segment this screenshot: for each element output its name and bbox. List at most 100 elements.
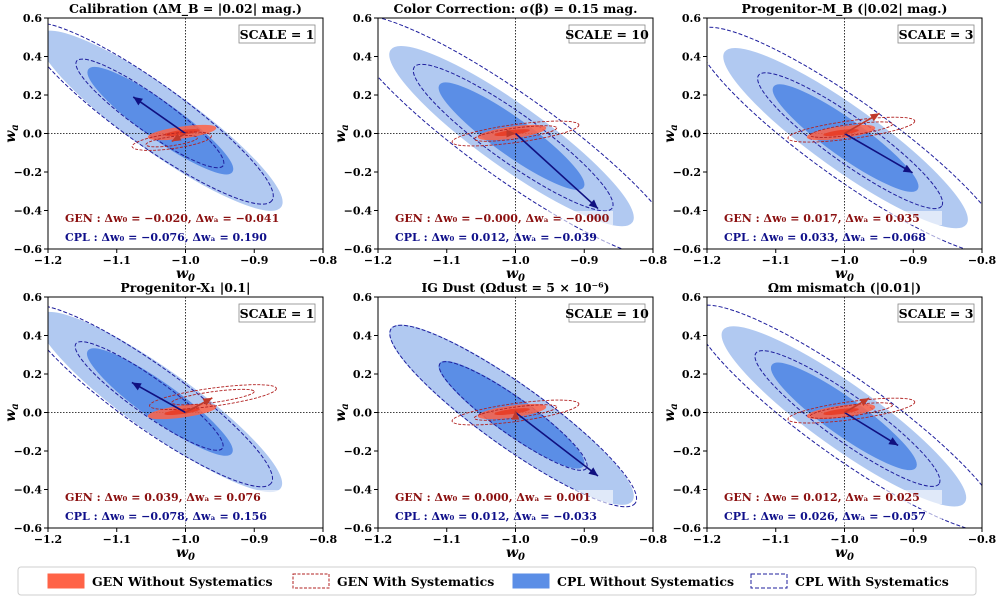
gen-shift-arrow-head (869, 113, 880, 122)
cpl-annotation-bg (63, 509, 283, 523)
x-tick-label: −1.0 (830, 533, 859, 546)
x-axis-label-sub: 0 (188, 552, 195, 563)
y-tick-label: 0.2 (682, 89, 701, 102)
gen-annotation-bg (393, 490, 613, 504)
gen-annotation-bg (63, 211, 283, 225)
y-tick-label: −0.4 (344, 205, 373, 218)
y-tick-label: −0.6 (673, 243, 702, 256)
y-tick-label: 0.0 (353, 128, 372, 141)
y-tick-label: −0.2 (14, 166, 42, 179)
cpl-annotation: CPL : Δw₀ = 0.012, Δwₐ = −0.039 (395, 231, 597, 244)
panels: −1.2 −1.1 −1.0 −0.9 −0.8 0.6 0.4 0.2 0.0 −0.2 −0.4… (3, 1, 997, 563)
cpl-shift-arrow (844, 411, 899, 447)
legend-swatch-cpl-without (512, 573, 550, 589)
gen-annotation: GEN : Δw₀ = −0.020, Δwₐ = −0.041 (65, 212, 279, 225)
scale-box (568, 303, 646, 323)
legend-item-cpl-with: CPL With Systematics (750, 573, 949, 589)
cpl-shift-arrow-head (588, 467, 598, 477)
gen-shift-arrow (844, 397, 870, 414)
gen-annotation-bg (722, 490, 942, 504)
panel-title: Calibration (ΔM_B = |0.02| mag.) (69, 1, 302, 17)
legend-label-gen-with: GEN With Systematics (337, 574, 494, 589)
y-tick-label: 0.6 (353, 12, 372, 25)
gen-with-outer-contour (149, 384, 277, 410)
cpl-annotation-bg (722, 230, 942, 244)
y-tick-label: 0.6 (682, 12, 701, 25)
gen-annotation-bg (393, 211, 613, 225)
gen-with-outer-contour (451, 120, 580, 147)
x-tick-label: −0.8 (968, 533, 997, 546)
gen-with-outer-contour (451, 399, 580, 426)
y-tick-label: −0.2 (673, 445, 701, 458)
cpl-with-outer-contour (48, 304, 274, 488)
gen-shift-arrow (506, 129, 516, 138)
legend: GEN Without Systematics GEN With Systemat… (17, 566, 977, 596)
x-tick-label: −1.2 (693, 254, 721, 267)
y-tick-label: −0.4 (14, 484, 43, 497)
legend-item-gen-with: GEN With Systematics (292, 573, 494, 589)
x-tick-label: −1.1 (433, 533, 461, 546)
panel-2: −1.2 −1.1 −1.0 −0.9 −0.8 0.6 0.4 0.2 0.0 −0.2 −0.4… (333, 1, 668, 284)
cpl-annotation: CPL : Δw₀ = 0.026, Δwₐ = −0.057 (724, 510, 926, 523)
gen-with-inner-contour (171, 388, 255, 406)
cpl-annotation-bg (393, 230, 613, 244)
scale-label: SCALE = 3 (899, 306, 974, 321)
y-tick-label: −0.4 (14, 205, 43, 218)
x-tick-label: −0.8 (639, 533, 668, 546)
cpl-shift-arrow-shaft (132, 96, 186, 135)
cpl-annotation: CPL : Δw₀ = −0.076, Δwₐ = 0.190 (65, 231, 267, 244)
y-tick-label: 0.0 (682, 407, 701, 420)
gen-annotation: GEN : Δw₀ = 0.000, Δwₐ = 0.001 (395, 491, 591, 504)
x-tick-label: −1.2 (364, 254, 392, 267)
x-tick-label: −0.8 (968, 254, 997, 267)
y-tick-label: 0.4 (682, 51, 701, 64)
legend-frame (17, 566, 977, 596)
gen-with-outer-contour (787, 397, 916, 424)
x-tick-label: −1.1 (433, 254, 461, 267)
x-tick-label: −1.0 (171, 533, 200, 546)
y-tick-label: −0.6 (14, 243, 43, 256)
y-axis-label: wa (662, 403, 680, 422)
cpl-shift-arrow-head (888, 437, 899, 446)
gen-shift-arrow-head (859, 398, 870, 407)
y-tick-label: 0.0 (23, 128, 42, 141)
gen-with-outer-contour (131, 131, 212, 151)
scale-label: SCALE = 1 (240, 27, 315, 42)
y-tick-label: 0.6 (23, 291, 42, 304)
cpl-annotation-bg (393, 509, 613, 523)
scale-label: SCALE = 3 (899, 27, 974, 42)
y-axis-label: wa (3, 403, 21, 422)
panel-title: Progenitor-X₁ |0.1| (120, 280, 250, 295)
gen-shift-arrow-head (506, 129, 516, 138)
x-tick-label: −0.9 (570, 254, 598, 267)
plot-area (378, 297, 653, 528)
y-axis-label: wa (333, 124, 351, 143)
x-tick-label: −1.1 (762, 254, 790, 267)
x-tick-label: −0.8 (639, 254, 668, 267)
x-axis-label-sub: 0 (188, 273, 195, 284)
y-axis-label-sub: a (340, 124, 351, 130)
scale-box (568, 24, 646, 44)
x-axis-label: w0 (176, 545, 195, 563)
cpl-shift-arrow-shaft (131, 381, 186, 414)
gen-shift-arrow (511, 410, 520, 420)
y-tick-label: 0.6 (682, 291, 701, 304)
x-axis-label: w0 (506, 545, 525, 563)
panel-title: IG Dust (Ωdust = 5 × 10⁻⁶) (421, 280, 609, 295)
plot-area (48, 297, 323, 528)
y-tick-label: 0.2 (353, 89, 372, 102)
scale-label: SCALE = 10 (565, 27, 649, 42)
gen-annotation-bg (722, 211, 942, 225)
y-tick-label: 0.4 (23, 51, 42, 64)
legend-swatch-gen-without (47, 573, 85, 589)
y-axis-label-sub: a (340, 403, 351, 409)
y-axis-label-sub: a (669, 403, 680, 409)
cpl-shift-arrow-shaft (514, 132, 599, 210)
x-tick-label: −1.2 (364, 533, 392, 546)
y-tick-label: 0.2 (23, 89, 42, 102)
legend-item-cpl-without: CPL Without Systematics (512, 573, 734, 589)
y-axis-label: wa (662, 124, 680, 143)
cpl-shift-arrow-head (902, 164, 913, 173)
legend-label-gen-without: GEN Without Systematics (92, 574, 273, 589)
y-tick-label: 0.0 (23, 407, 42, 420)
